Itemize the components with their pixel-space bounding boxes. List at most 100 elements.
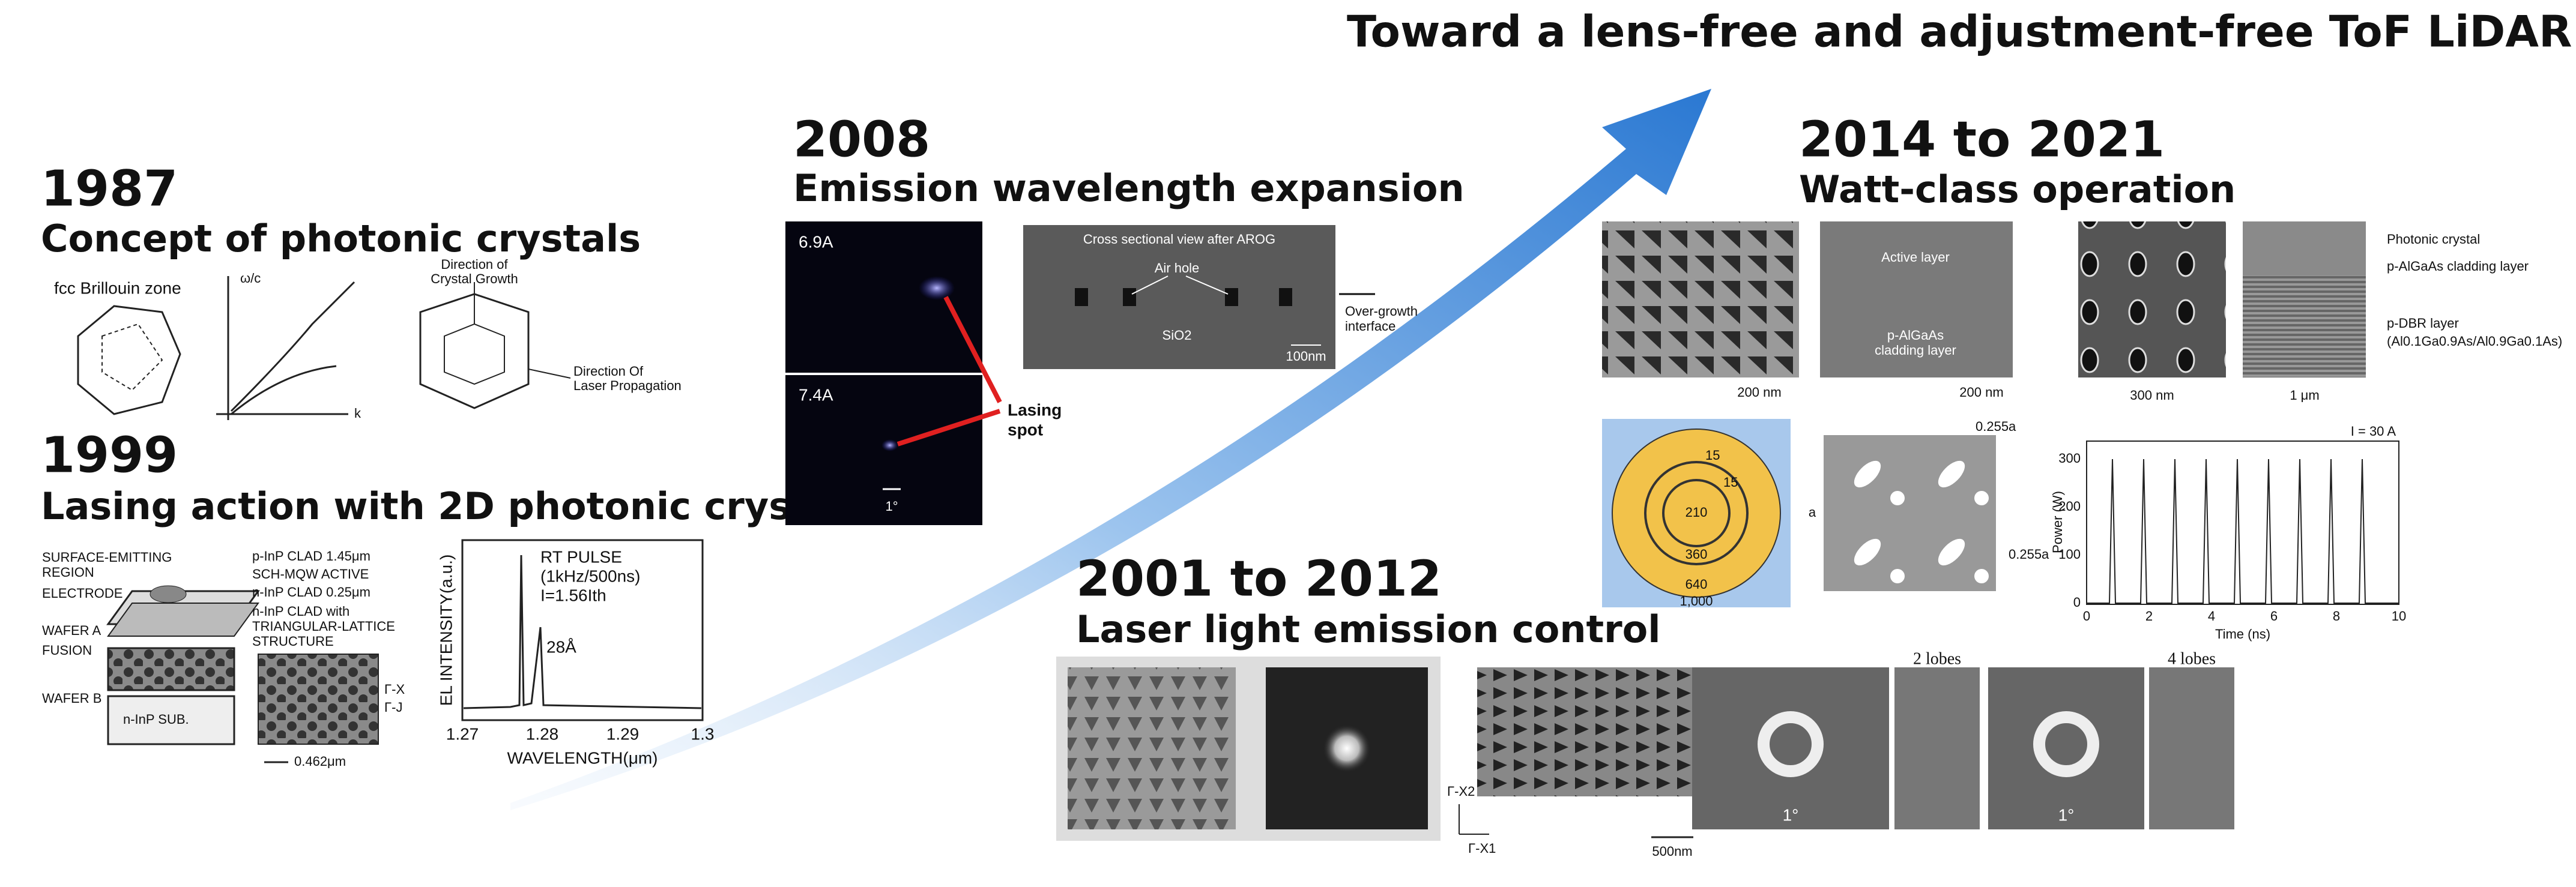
illustration-shape bbox=[2086, 440, 2399, 605]
illustration-shape bbox=[1988, 667, 2144, 829]
x-tick-label: 6 bbox=[2270, 609, 2278, 624]
label: 4 lobes bbox=[2168, 649, 2216, 668]
milestone-2001-2012: 2001 to 2012 Laser light emission contro… bbox=[1056, 550, 2234, 859]
label: ELECTRODE bbox=[42, 586, 122, 601]
illustration-shape bbox=[896, 409, 1001, 447]
illustration-shape bbox=[77, 305, 181, 415]
illustration-shape bbox=[1323, 724, 1371, 772]
illustration-shape bbox=[1123, 288, 1136, 306]
y-tick-label: 0 bbox=[2073, 595, 2081, 610]
axis-label: ω/c bbox=[240, 271, 261, 286]
annotation: I=1.56Ith bbox=[540, 586, 606, 604]
illustration-shape bbox=[1068, 667, 1236, 829]
layer-label: n-InP CLAD with bbox=[252, 604, 349, 619]
illustration-shape bbox=[150, 585, 187, 603]
y-axis-label: Power (W) bbox=[2050, 491, 2065, 553]
y-tick-label: 200 bbox=[2058, 499, 2081, 514]
year: 2001 to 2012 bbox=[1076, 550, 1442, 607]
label: 6.9A bbox=[799, 232, 833, 251]
x-tick-label: 2 bbox=[2145, 609, 2153, 624]
scale-label: 500nm bbox=[1652, 844, 1692, 859]
annotation: (1kHz/500ns) bbox=[540, 567, 641, 585]
layer-label: Photonic crystal bbox=[2387, 232, 2480, 247]
illustration-shape bbox=[461, 539, 704, 721]
label: Γ-J bbox=[384, 700, 402, 715]
label: WAFER B bbox=[42, 691, 101, 706]
illustration-shape bbox=[1854, 460, 1881, 488]
axis-label: Γ-X1 bbox=[1468, 841, 1496, 856]
illustration-shape bbox=[1075, 288, 1088, 306]
illustration-shape bbox=[1692, 667, 1889, 829]
illustration-shape bbox=[1894, 667, 1980, 829]
layer-label: TRIANGULAR-LATTICE bbox=[252, 619, 395, 634]
scale-label: 100nm bbox=[1286, 349, 1326, 364]
layer-label: p-InP CLAD 1.45μm bbox=[252, 549, 370, 564]
illustration-shape bbox=[1477, 667, 1717, 796]
scale-label: 1 μm bbox=[2290, 388, 2319, 403]
layer-label: STRUCTURE bbox=[252, 634, 334, 649]
main-title: Toward a lens-free and adjustment-free T… bbox=[1347, 7, 2576, 57]
year: 2014 to 2021 bbox=[1799, 111, 2165, 168]
illustration-shape bbox=[1185, 275, 1229, 295]
illustration-shape bbox=[785, 221, 982, 373]
illustration-shape bbox=[231, 365, 337, 415]
illustration-shape bbox=[943, 296, 1002, 403]
label: SURFACE-EMITTING bbox=[42, 550, 172, 565]
x-axis-label: Time (ns) bbox=[2215, 627, 2270, 642]
annotation: 28Å bbox=[546, 637, 576, 656]
dimension: 640 bbox=[1686, 577, 1708, 592]
scale-label: 200 nm bbox=[1959, 385, 2003, 400]
x-tick-label: 10 bbox=[2392, 609, 2406, 624]
illustration-shape bbox=[785, 375, 982, 525]
year: 2008 bbox=[793, 111, 930, 168]
label: SiO2 bbox=[1163, 328, 1192, 343]
axis-label: Γ-X2 bbox=[1447, 784, 1475, 799]
x-tick-label: 4 bbox=[2208, 609, 2215, 624]
illustration-shape bbox=[1974, 569, 1989, 583]
label: 1° bbox=[1783, 805, 1799, 824]
illustration-shape bbox=[463, 555, 702, 709]
y-tick-label: 300 bbox=[2058, 451, 2081, 466]
illustration-shape bbox=[1225, 288, 1238, 306]
illustration-shape bbox=[1131, 275, 1169, 295]
illustration-shape bbox=[2243, 275, 2366, 377]
label: Crystal Growth bbox=[431, 271, 518, 286]
dimension: 15 bbox=[1723, 475, 1738, 490]
layer-label: n-InP CLAD 0.25μm bbox=[252, 585, 370, 600]
dimension: 360 bbox=[1686, 547, 1708, 562]
illustration-shape bbox=[1820, 221, 2013, 377]
dimension: 0.255a bbox=[2009, 547, 2049, 562]
label: Active layer bbox=[1881, 250, 1950, 265]
label: Lasing bbox=[1008, 400, 1062, 419]
label: Direction of bbox=[441, 257, 508, 272]
dimension: 1,000 bbox=[1680, 594, 1713, 609]
illustration-shape bbox=[1758, 711, 1824, 777]
illustration-shape bbox=[1602, 221, 1799, 377]
x-tick-label: 1.27 bbox=[446, 724, 479, 743]
scale-label: 300 nm bbox=[2130, 388, 2174, 403]
illustration-shape bbox=[528, 368, 571, 379]
illustration-shape bbox=[1890, 569, 1905, 583]
illustration-shape bbox=[258, 654, 379, 745]
scale-label: 0.462μm bbox=[294, 754, 346, 769]
illustration-shape bbox=[2243, 221, 2366, 275]
milestone-1987: 1987 Concept of photonic crystals fcc Br… bbox=[41, 160, 682, 420]
heading: Concept of photonic crystals bbox=[41, 217, 641, 260]
illustration-shape bbox=[1279, 288, 1292, 306]
x-tick-label: 8 bbox=[2333, 609, 2340, 624]
label: Direction Of bbox=[573, 364, 644, 379]
heading: Laser light emission control bbox=[1076, 607, 1661, 651]
illustration-shape bbox=[1644, 461, 1749, 565]
annotation: I = 30 A bbox=[2351, 424, 2396, 439]
label: p-AlGaAs bbox=[1887, 328, 1944, 343]
illustration-shape bbox=[444, 323, 505, 385]
label: 2 lobes bbox=[1913, 649, 1961, 668]
x-tick-label: 1.3 bbox=[691, 724, 715, 743]
illustration-shape bbox=[1890, 491, 1905, 505]
x-axis-label: WAVELENGTH(μm) bbox=[507, 748, 658, 767]
dimension: 0.255a bbox=[1976, 419, 2016, 434]
layer-label: (Al0.1Ga0.9As/Al0.9Ga0.1As) bbox=[2387, 334, 2562, 349]
illustration-shape bbox=[1974, 491, 1989, 505]
axis-label: k bbox=[354, 406, 361, 421]
x-tick-label: 0 bbox=[2083, 609, 2090, 624]
